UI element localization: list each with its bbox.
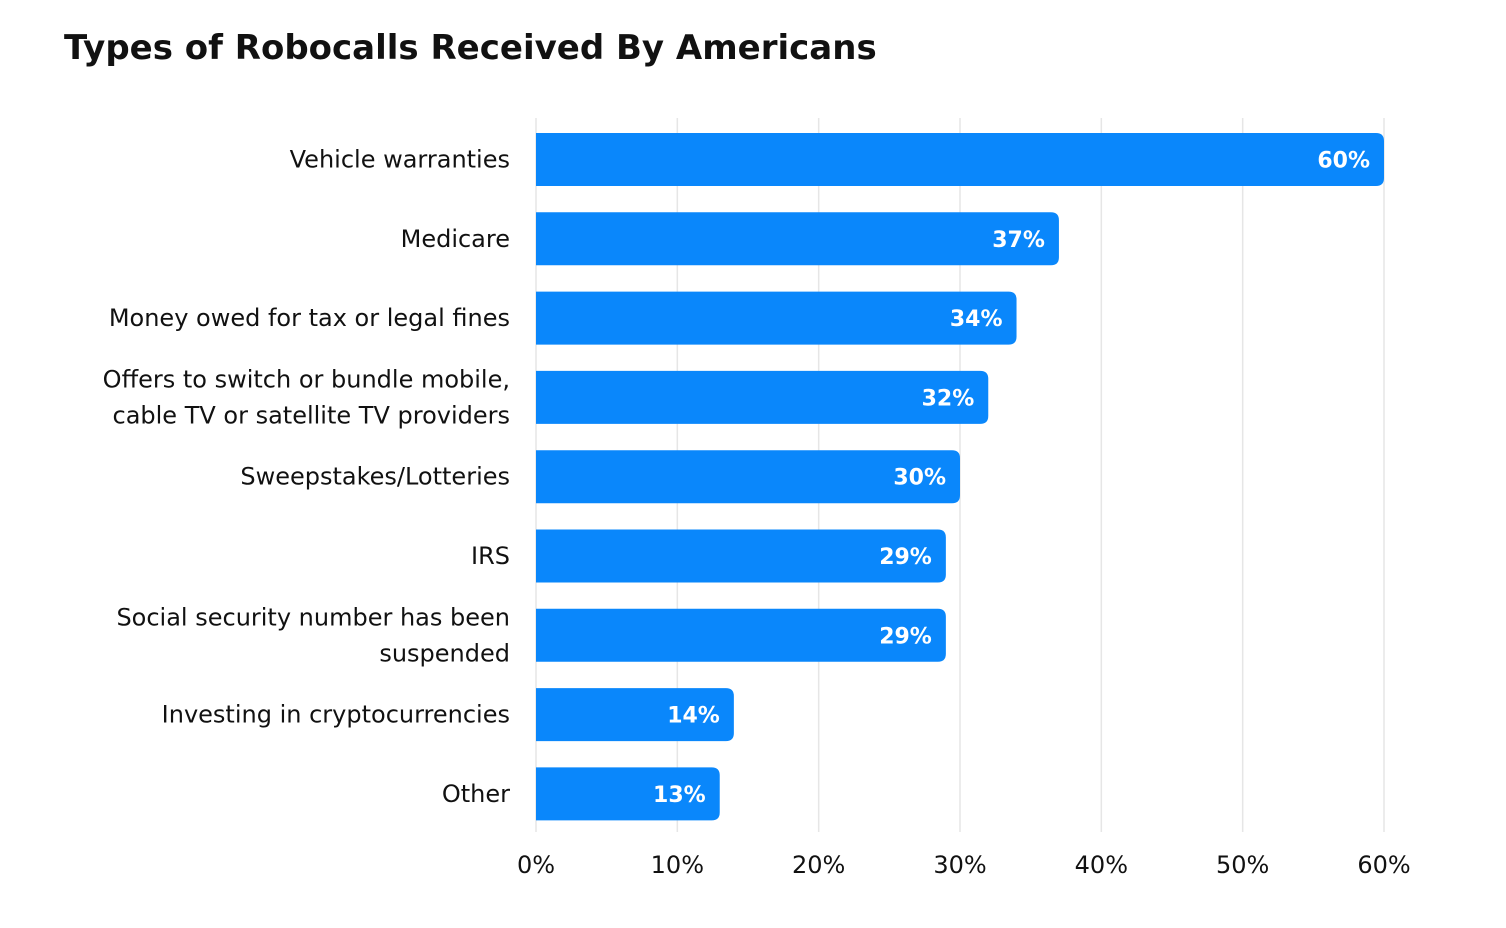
- bar-5: [536, 529, 946, 583]
- category-label-6: Social security number has been suspended: [116, 603, 510, 667]
- chart-title: Types of Robocalls Received By Americans: [64, 28, 877, 68]
- bar-value-label-2: 34%: [950, 307, 1003, 332]
- category-label-3: Offers to switch or bundle mobile, cable …: [103, 365, 510, 429]
- category-label-0: Vehicle warranties: [290, 146, 510, 174]
- bar-6: [536, 608, 946, 662]
- x-tick-label-5: 50%: [1216, 851, 1269, 879]
- x-tick-label-3: 30%: [933, 851, 986, 879]
- bar-3: [536, 370, 989, 424]
- bar-value-label-4: 30%: [893, 466, 946, 491]
- bar-value-label-5: 29%: [879, 545, 932, 570]
- category-label-5: IRS: [471, 542, 510, 570]
- category-label-8: Other: [442, 780, 510, 808]
- bar-value-label-8: 13%: [653, 783, 706, 808]
- bar-2: [536, 291, 1017, 345]
- category-label-4: Sweepstakes/Lotteries: [240, 463, 510, 491]
- x-tick-label-1: 10%: [651, 851, 704, 879]
- x-tick-label-0: 0%: [517, 851, 555, 879]
- x-tick-label-4: 40%: [1075, 851, 1128, 879]
- category-label-1: Medicare: [401, 225, 510, 253]
- category-label-7: Investing in cryptocurrencies: [162, 701, 510, 729]
- bar-value-label-7: 14%: [667, 704, 720, 729]
- bar-1: [536, 212, 1059, 266]
- bar-value-label-0: 60%: [1317, 149, 1370, 174]
- bar-4: [536, 450, 960, 504]
- bar-value-label-6: 29%: [879, 624, 932, 649]
- x-tick-label-6: 60%: [1357, 851, 1410, 879]
- bar-value-label-3: 32%: [922, 386, 975, 411]
- bar-0: [536, 133, 1384, 186]
- x-tick-label-2: 20%: [792, 851, 845, 879]
- bar-value-label-1: 37%: [992, 228, 1045, 253]
- bar-7: [536, 688, 734, 742]
- category-label-2: Money owed for tax or legal fines: [109, 304, 510, 332]
- bar-8: [536, 767, 720, 821]
